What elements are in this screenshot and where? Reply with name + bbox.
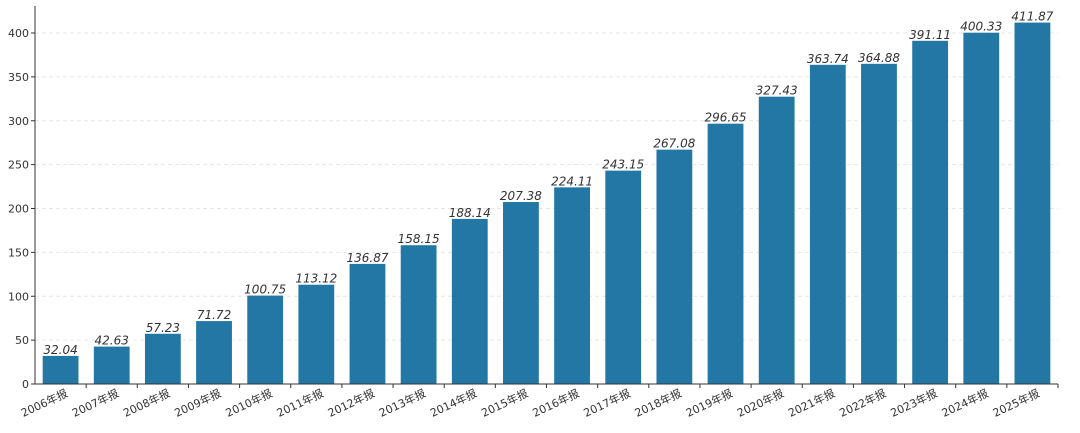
bar-2025年报 — [1014, 22, 1051, 384]
data-label-2014年报: 188.14 — [449, 206, 491, 220]
x-tick-label: 2020年报 — [735, 386, 786, 420]
x-tick-label: 2024年报 — [939, 386, 990, 420]
x-tick-label: 2006年报 — [19, 386, 70, 420]
data-label-2008年报: 57.23 — [146, 321, 180, 335]
bar-2011年报 — [298, 284, 335, 384]
data-label-2009年报: 71.72 — [197, 308, 231, 322]
data-label-2010年报: 100.75 — [244, 283, 286, 297]
bar-2010年报 — [247, 295, 284, 384]
data-labels: 32.04 42.63 57.23 71.72 100.75 113.12 136.87 15… — [43, 10, 1053, 357]
data-label-2006年报: 32.04 — [43, 343, 77, 357]
bar-2024年报 — [963, 32, 1000, 385]
data-label-2012年报: 136.87 — [346, 251, 388, 265]
bar-2019年报 — [707, 123, 744, 384]
x-tick-label: 2016年报 — [530, 386, 581, 420]
bar-2017年报 — [605, 170, 642, 384]
x-tick-label: 2009年报 — [172, 386, 223, 420]
x-tick-label: 2010年报 — [223, 386, 274, 420]
x-tick-label: 2025年报 — [990, 386, 1041, 420]
data-label-2018年报: 267.08 — [653, 137, 695, 151]
y-tick-label: 100 — [8, 290, 29, 303]
data-label-2015年报: 207.38 — [500, 189, 542, 203]
bar-2013年报 — [400, 245, 437, 384]
x-tick-label: 2018年报 — [632, 386, 683, 420]
data-label-2022年报: 364.88 — [858, 51, 900, 65]
data-label-2023年报: 391.11 — [909, 28, 951, 42]
data-label-2019年报: 296.65 — [705, 111, 747, 125]
bar-2020年报 — [758, 96, 795, 384]
y-tick-label: 150 — [8, 246, 29, 259]
x-tick-label: 2021年报 — [786, 386, 837, 420]
x-tick-label: 2012年报 — [326, 386, 377, 420]
x-tick-label: 2017年报 — [581, 386, 632, 420]
bar-2014年报 — [451, 218, 488, 384]
data-label-2013年报: 158.15 — [398, 232, 440, 246]
data-label-2007年报: 42.63 — [95, 334, 129, 348]
bar-2021年报 — [809, 64, 846, 385]
x-tick-label: 2015年报 — [479, 386, 530, 420]
bar-2008年报 — [144, 333, 181, 384]
y-tick-label: 200 — [8, 203, 29, 216]
x-tick-label: 2007年报 — [70, 386, 121, 420]
x-tick-label: 2022年报 — [837, 386, 888, 420]
data-label-2024年报: 400.33 — [960, 20, 1002, 34]
y-tick-label: 50 — [15, 334, 29, 347]
data-label-2011年报: 113.12 — [295, 272, 337, 286]
bar-2023年报 — [912, 40, 949, 385]
x-tick-label: 2014年报 — [428, 386, 479, 420]
bars — [42, 22, 1051, 385]
data-label-2020年报: 327.43 — [756, 84, 798, 98]
data-label-2016年报: 224.11 — [551, 174, 593, 188]
data-label-2021年报: 363.74 — [807, 52, 849, 66]
y-tick-label: 300 — [8, 115, 29, 128]
bar-2012年报 — [349, 263, 386, 384]
bar-2006年报 — [42, 355, 79, 384]
x-tick-label: 2008年报 — [121, 386, 172, 420]
x-tick-label: 2019年报 — [684, 386, 735, 420]
bar-2016年报 — [554, 187, 590, 384]
y-tick-label: 350 — [8, 71, 29, 84]
y-tick-label: 250 — [8, 159, 29, 172]
bar-2009年报 — [196, 321, 232, 384]
bar-2015年报 — [503, 202, 539, 384]
bar-2022年报 — [861, 63, 897, 384]
x-tick-label: 2023年报 — [888, 386, 939, 420]
y-tick-label: 0 — [22, 378, 29, 391]
bar-2007年报 — [93, 346, 130, 384]
data-label-2025年报: 411.87 — [1011, 10, 1053, 24]
y-tick-label: 400 — [8, 27, 29, 40]
data-label-2017年报: 243.15 — [602, 158, 644, 172]
x-tick-label: 2013年报 — [377, 386, 428, 420]
bar-2018年报 — [656, 149, 693, 384]
x-tick-label: 2011年报 — [274, 386, 325, 420]
grid-lines — [35, 32, 1058, 341]
